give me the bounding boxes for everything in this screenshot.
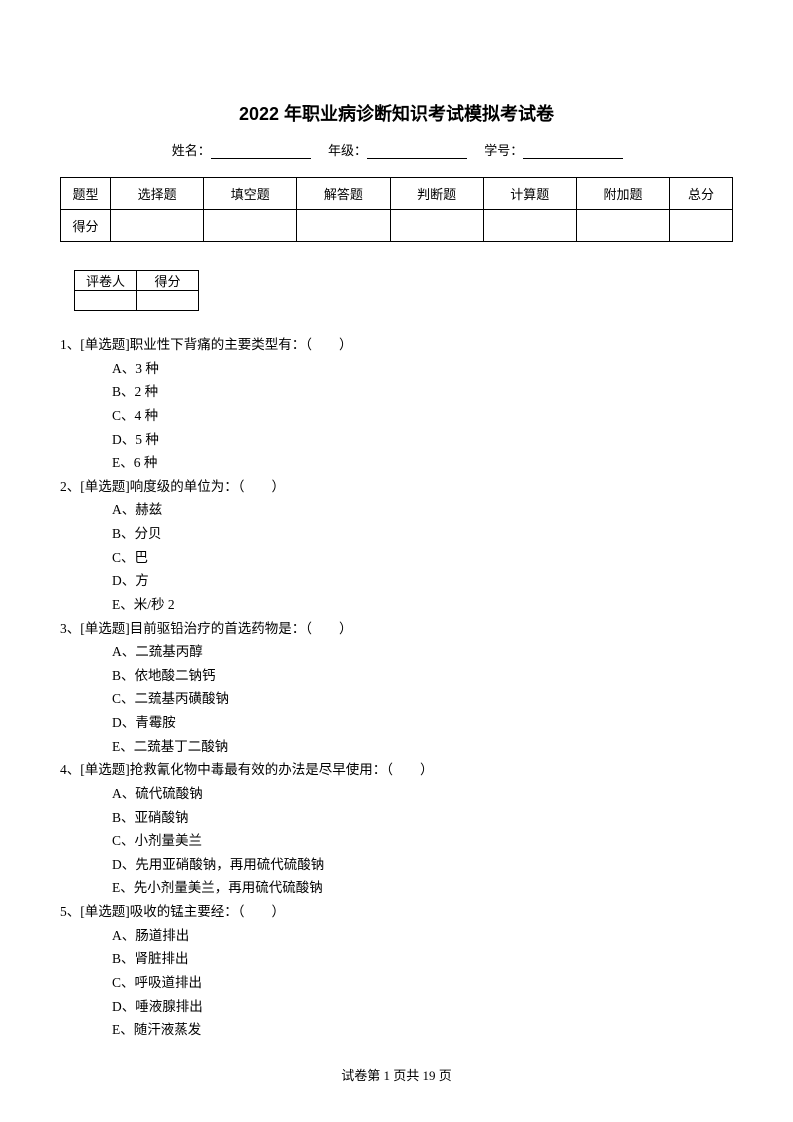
score-cell[interactable] xyxy=(204,210,297,242)
header-cell: 选择题 xyxy=(111,178,204,210)
id-blank[interactable] xyxy=(523,145,623,159)
exam-title: 2022 年职业病诊断知识考试模拟考试卷 xyxy=(60,100,733,126)
question-option: E、6 种 xyxy=(60,451,733,475)
question-option: C、二巯基丙磺酸钠 xyxy=(60,687,733,711)
question-stem: 5、[单选题]吸收的锰主要经：（ ） xyxy=(60,900,733,924)
question-option: E、二巯基丁二酸钠 xyxy=(60,735,733,759)
score-cell[interactable] xyxy=(111,210,204,242)
question-option: B、分贝 xyxy=(60,522,733,546)
question-option: D、先用亚硝酸钠，再用硫代硫酸钠 xyxy=(60,853,733,877)
question-stem: 3、[单选题]目前驱铅治疗的首选药物是：（ ） xyxy=(60,617,733,641)
grader-table: 评卷人 得分 xyxy=(74,270,199,311)
question: 2、[单选题]响度级的单位为：（ ）A、赫兹B、分贝C、巴D、方E、米/秒 2 xyxy=(60,475,733,617)
question: 3、[单选题]目前驱铅治疗的首选药物是：（ ）A、二巯基丙醇B、依地酸二钠钙C、… xyxy=(60,617,733,759)
question-option: C、小剂量美兰 xyxy=(60,829,733,853)
score-cell[interactable] xyxy=(390,210,483,242)
question-option: D、5 种 xyxy=(60,428,733,452)
question-option: A、二巯基丙醇 xyxy=(60,640,733,664)
question-option: E、先小剂量美兰，再用硫代硫酸钠 xyxy=(60,876,733,900)
question-option: A、肠道排出 xyxy=(60,924,733,948)
score-cell[interactable] xyxy=(297,210,390,242)
question-stem: 1、[单选题]职业性下背痛的主要类型有：（ ） xyxy=(60,333,733,357)
page-footer: 试卷第 1 页共 19 页 xyxy=(0,1065,793,1084)
table-row xyxy=(75,291,199,311)
header-cell: 解答题 xyxy=(297,178,390,210)
question-option: B、肾脏排出 xyxy=(60,947,733,971)
grader-cell[interactable] xyxy=(75,291,137,311)
question-option: C、呼吸道排出 xyxy=(60,971,733,995)
question-option: D、青霉胺 xyxy=(60,711,733,735)
question-option: D、方 xyxy=(60,569,733,593)
question: 4、[单选题]抢救氰化物中毒最有效的办法是尽早使用：（ ）A、硫代硫酸钠B、亚硝… xyxy=(60,758,733,900)
question-option: A、硫代硫酸钠 xyxy=(60,782,733,806)
score-cell[interactable] xyxy=(137,291,199,311)
question: 5、[单选题]吸收的锰主要经：（ ）A、肠道排出B、肾脏排出C、呼吸道排出D、唾… xyxy=(60,900,733,1042)
question-option: B、2 种 xyxy=(60,380,733,404)
score-cell[interactable] xyxy=(483,210,576,242)
question-option: D、唾液腺排出 xyxy=(60,995,733,1019)
question-option: E、米/秒 2 xyxy=(60,593,733,617)
header-cell: 计算题 xyxy=(483,178,576,210)
question-option: E、随汗液蒸发 xyxy=(60,1018,733,1042)
question-type-label: 题型 xyxy=(61,178,111,210)
score-label: 得分 xyxy=(137,271,199,291)
table-row: 题型 选择题 填空题 解答题 判断题 计算题 附加题 总分 xyxy=(61,178,733,210)
header-cell: 总分 xyxy=(670,178,733,210)
grader-label: 评卷人 xyxy=(75,271,137,291)
name-label: 姓名： xyxy=(172,143,211,158)
student-info-line: 姓名： 年级： 学号： xyxy=(60,140,733,159)
grade-blank[interactable] xyxy=(367,145,467,159)
questions-container: 1、[单选题]职业性下背痛的主要类型有：（ ）A、3 种B、2 种C、4 种D、… xyxy=(60,333,733,1042)
name-blank[interactable] xyxy=(211,145,311,159)
score-cell[interactable] xyxy=(576,210,669,242)
question-option: C、巴 xyxy=(60,546,733,570)
header-cell: 附加题 xyxy=(576,178,669,210)
score-label: 得分 xyxy=(61,210,111,242)
question-option: C、4 种 xyxy=(60,404,733,428)
question-option: B、亚硝酸钠 xyxy=(60,806,733,830)
question-stem: 4、[单选题]抢救氰化物中毒最有效的办法是尽早使用：（ ） xyxy=(60,758,733,782)
grade-label: 年级： xyxy=(328,143,367,158)
header-cell: 判断题 xyxy=(390,178,483,210)
question-option: A、3 种 xyxy=(60,357,733,381)
header-cell: 填空题 xyxy=(204,178,297,210)
question-option: A、赫兹 xyxy=(60,498,733,522)
question: 1、[单选题]职业性下背痛的主要类型有：（ ）A、3 种B、2 种C、4 种D、… xyxy=(60,333,733,475)
score-table: 题型 选择题 填空题 解答题 判断题 计算题 附加题 总分 得分 xyxy=(60,177,733,242)
table-row: 得分 xyxy=(61,210,733,242)
id-label: 学号： xyxy=(484,143,523,158)
question-stem: 2、[单选题]响度级的单位为：（ ） xyxy=(60,475,733,499)
question-option: B、依地酸二钠钙 xyxy=(60,664,733,688)
table-row: 评卷人 得分 xyxy=(75,271,199,291)
score-cell[interactable] xyxy=(670,210,733,242)
